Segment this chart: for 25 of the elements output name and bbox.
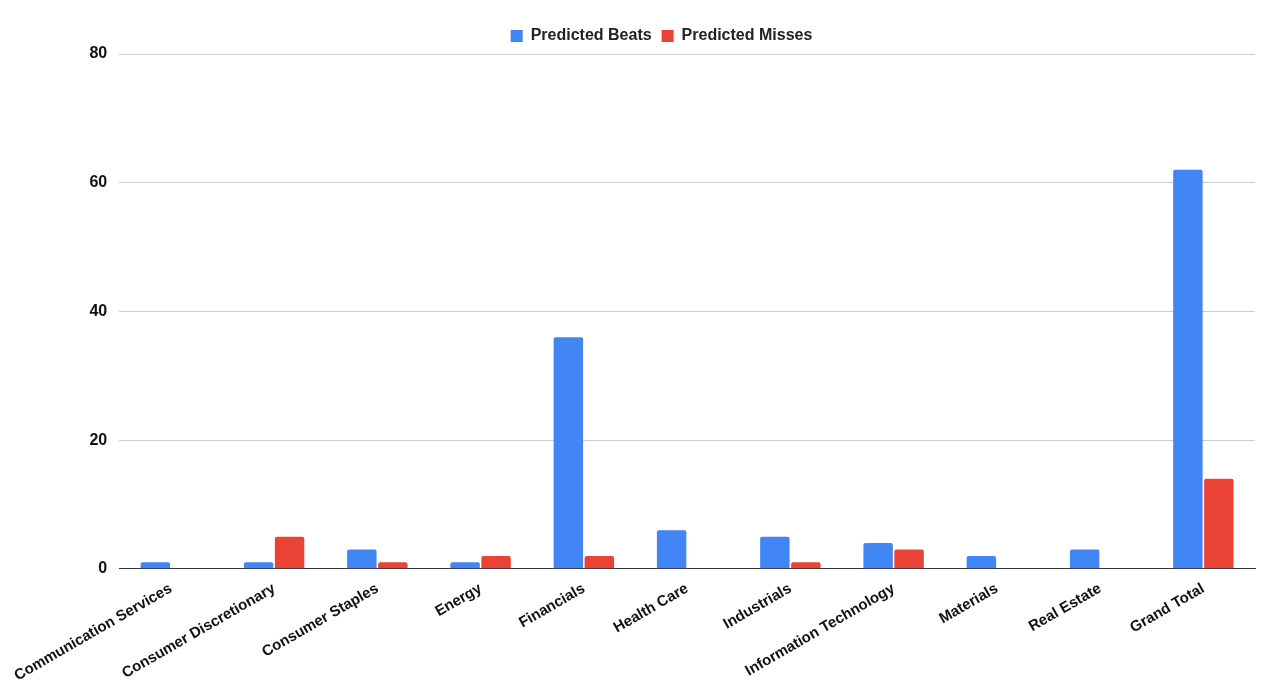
bar — [1069, 549, 1100, 569]
bar — [966, 555, 997, 569]
bar — [243, 562, 274, 569]
bar — [584, 555, 615, 569]
bar — [274, 536, 305, 569]
y-tick-label: 80 — [89, 44, 108, 62]
bar — [347, 549, 377, 569]
y-tick-label: 60 — [89, 173, 108, 191]
y-tick-label: 40 — [89, 301, 108, 319]
bar — [553, 337, 584, 569]
y-tick-label: 0 — [98, 559, 108, 577]
bar — [481, 555, 511, 569]
bar — [791, 562, 821, 569]
bar — [140, 562, 171, 569]
bar — [1173, 169, 1203, 569]
bar — [450, 562, 480, 569]
bar — [378, 562, 408, 569]
legend-label: Predicted Misses — [681, 26, 813, 44]
bar — [863, 543, 893, 569]
bar — [760, 536, 790, 569]
y-tick-label: 20 — [89, 430, 108, 448]
bar — [1204, 478, 1234, 569]
bar — [894, 549, 924, 569]
legend-label: Predicted Beats — [530, 26, 652, 44]
bar — [656, 530, 687, 569]
